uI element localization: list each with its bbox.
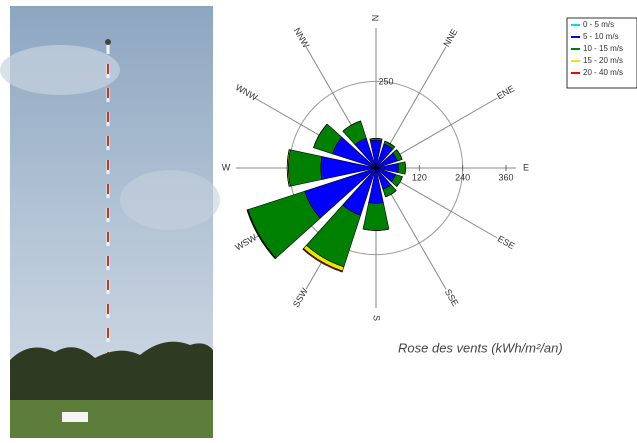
legend-label: 5 - 10 m/s: [583, 32, 619, 41]
legend-label: 20 - 40 m/s: [583, 68, 623, 77]
r-tick-label: 120: [412, 172, 427, 182]
cloud: [120, 170, 220, 230]
r-tick-label: 360: [498, 172, 513, 182]
caption: Rose des vents (kWh/m²/an): [398, 340, 563, 355]
annotation: 250: [378, 76, 393, 86]
direction-label: NNW: [292, 26, 312, 50]
direction-label: WNW: [234, 82, 260, 103]
r-tick-label: 240: [455, 172, 470, 182]
rose-segment: [363, 203, 389, 231]
grass: [10, 400, 213, 438]
direction-label: N: [370, 15, 380, 22]
direction-label: S: [372, 315, 382, 321]
direction-label: SSW: [291, 286, 310, 309]
direction-label: ENE: [495, 83, 516, 101]
rose-segment: [288, 150, 322, 186]
legend-label: 10 - 15 m/s: [583, 44, 623, 53]
direction-label: E: [523, 162, 529, 172]
legend-label: 0 - 5 m/s: [583, 20, 614, 29]
direction-label: W: [222, 162, 231, 172]
photo: [0, 6, 220, 438]
mast-top: [105, 39, 111, 45]
direction-label: SSE: [443, 287, 461, 308]
rose-segment: [398, 162, 406, 174]
cloud: [0, 45, 120, 95]
direction-label: NNE: [441, 27, 459, 48]
van: [62, 412, 88, 422]
direction-label: ESE: [496, 234, 517, 252]
direction-label: WSW: [233, 232, 258, 252]
legend-label: 15 - 20 m/s: [583, 56, 623, 65]
